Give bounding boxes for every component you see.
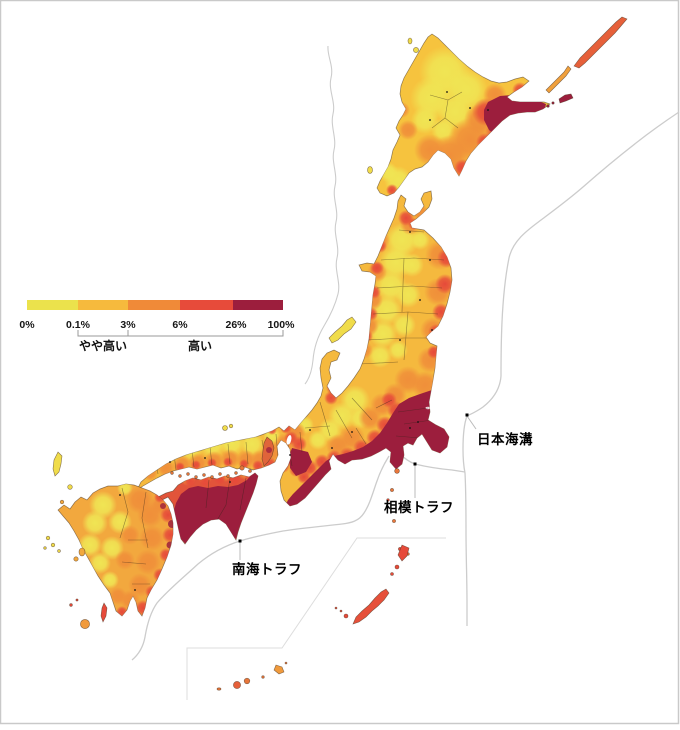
izu-islands (386, 468, 410, 556)
shikoku-south-maroon-zone (173, 473, 258, 544)
legend-tick-6: 6% (172, 319, 188, 331)
legend-band-labels: やや高い 高い (79, 338, 212, 353)
okinawa-main-island (352, 588, 390, 625)
japan-trench-leader-line (466, 415, 477, 430)
amakusa-islands (78, 547, 86, 557)
legend-segment-5 (233, 300, 283, 310)
yonaguni-island (216, 687, 222, 691)
rebun-island (407, 37, 413, 45)
legend-tick-100: 100% (268, 319, 296, 331)
legend-segment-4 (180, 300, 233, 310)
lake-biwa (286, 435, 292, 445)
legend-segment-3 (128, 300, 180, 310)
sagami-trough-label: 相模トラフ (384, 499, 454, 515)
japan-trench-label: 日本海溝 (477, 431, 533, 447)
kunashiri-island (545, 65, 572, 94)
japan-trench-dot (465, 413, 469, 417)
okushiri-island (367, 166, 373, 174)
legend-band-somewhat-high: やや高い (79, 338, 127, 353)
sado-island (328, 316, 357, 344)
legend: 0% 0.1% 3% 6% 26% 100% やや高い 高い (19, 300, 295, 353)
legend-segment-1 (27, 300, 78, 310)
legend-tick-26: 26% (225, 319, 247, 331)
legend-ticks: 0% 0.1% 3% 6% 26% 100% (19, 319, 295, 331)
nankai-trough-label: 南海トラフ (232, 561, 302, 577)
tanegashima-island (100, 602, 108, 623)
osaka-wakayama-maroon-strip (289, 448, 312, 476)
iki-island (67, 484, 73, 490)
trench-annotations: 日本海溝 相模トラフ 南海トラフ (232, 413, 533, 577)
legend-color-bar (27, 300, 283, 310)
etorofu-island (573, 16, 628, 69)
hirado-island (59, 499, 65, 505)
legend-tick-0: 0% (19, 319, 35, 331)
rishiri-island (413, 47, 419, 53)
ryukyu-inset-border (186, 537, 446, 700)
small-islands (43, 16, 628, 691)
legend-bracket (77, 330, 284, 337)
legend-tick-3: 3% (120, 319, 136, 331)
legend-tick-0p1: 0.1% (66, 319, 91, 331)
inset-border-lines (186, 537, 446, 700)
iriomote-island (233, 681, 241, 689)
yaeyama-islands-inset (216, 661, 288, 691)
shikotan-island (558, 93, 574, 104)
tsushima-island (52, 451, 63, 477)
amami-okinawa-islands (334, 544, 410, 625)
amami-oshima-island (397, 544, 410, 562)
legend-segment-2 (78, 300, 128, 310)
nankai-trough-dot (238, 539, 242, 543)
yakushima-island (80, 619, 90, 629)
kume-island (343, 613, 349, 619)
oki-islands (222, 425, 228, 431)
miyako-island (273, 664, 285, 675)
kuril-japan-izu-trench-line (462, 111, 680, 626)
japan-sea-margin-line (304, 45, 340, 385)
sagami-trough-dot (413, 462, 417, 466)
nankai-trough-line (131, 455, 390, 661)
ishigaki-island (243, 677, 251, 685)
legend-band-high: 高い (188, 338, 212, 353)
seto-inland-sea-islands (170, 465, 252, 479)
